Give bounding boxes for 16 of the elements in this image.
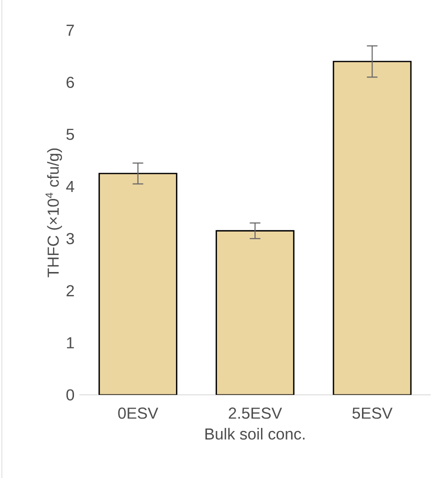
x-tick-label: 2.5ESV xyxy=(228,408,282,419)
bar xyxy=(216,230,294,395)
y-tick-label: 7 xyxy=(66,24,74,36)
x-axis-title: Bulk soil conc. xyxy=(205,428,305,440)
x-tick-label: 0ESV xyxy=(118,408,158,419)
y-tick-label: 2 xyxy=(66,285,74,296)
y-tick-label: 0 xyxy=(66,389,74,400)
y-tick-label: 6 xyxy=(66,76,74,88)
bar xyxy=(98,172,178,395)
y-tick-label: 4 xyxy=(66,181,74,192)
y-tick-label: 3 xyxy=(66,232,74,244)
x-tick-label: 5ESV xyxy=(352,408,393,419)
y-axis-title: THFC (×10$^{4}$ cfu/g) xyxy=(46,148,62,278)
bar xyxy=(332,60,412,395)
y-tick-label: 1 xyxy=(67,337,74,348)
y-tick-label: 5 xyxy=(66,128,74,140)
